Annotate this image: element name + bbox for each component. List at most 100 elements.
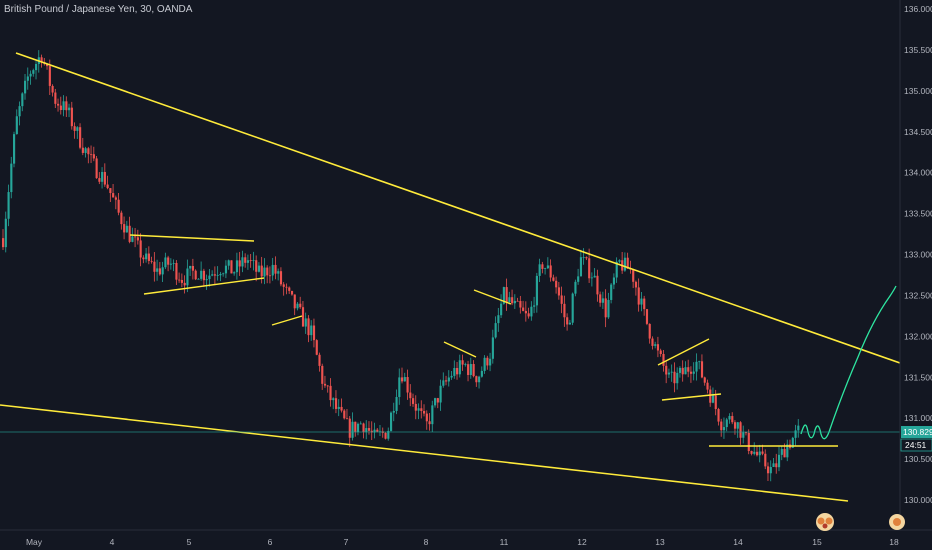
y-tick-label: 130.500 [904,454,932,464]
x-tick-label: 5 [187,537,192,547]
lower-trendline[interactable] [0,404,849,502]
upper-trendline[interactable] [15,52,901,364]
candle-body [585,257,588,259]
candle-body [687,367,690,372]
candle-body [742,432,745,438]
candle-body [139,240,142,258]
candle-body [178,279,181,281]
candle-body [365,428,368,433]
candle-body [13,134,16,164]
candle-body [81,147,84,153]
candle-body [469,364,472,375]
candle-body [268,275,272,277]
pattern-line[interactable] [443,341,477,358]
candle-body [125,225,128,233]
last-price-label: 130.829 [903,427,932,437]
chart-title: British Pound / Japanese Yen, 30, OANDA [4,4,193,15]
pattern-line[interactable] [473,289,512,305]
candle-body [62,101,65,111]
candle-body [563,303,566,318]
pattern-line[interactable] [271,315,303,326]
candle-body [623,257,627,271]
candle-body [161,267,164,275]
candle-body [10,163,13,193]
candle-body [728,416,731,420]
candle-body [777,454,781,468]
candle-body [246,260,250,263]
candle-body [494,323,497,338]
candle-body [544,268,547,270]
candle-body [389,412,393,431]
candle-body [571,293,574,323]
candle-body [717,409,720,422]
candle-body [202,270,206,281]
candle-body [164,257,167,268]
candle-body [153,261,156,272]
pattern-line[interactable] [143,277,265,295]
x-tick-label: 13 [655,537,665,547]
candle-body [681,367,684,375]
candle-body [354,421,357,433]
candle-body [238,260,241,267]
pattern-line[interactable] [657,338,710,366]
event-icon-2[interactable] [889,514,905,530]
y-tick-label: 135.500 [904,45,932,55]
candle-body [610,284,613,300]
candle-body [175,262,178,280]
candle-body [755,451,759,456]
candle-body [423,410,426,414]
candle-body [689,371,693,374]
candle-body [252,260,255,262]
x-tick-label: 12 [577,537,587,547]
pattern-line[interactable] [129,234,255,242]
candle-body [434,398,437,406]
candle-body [376,429,379,432]
candle-body [321,365,324,384]
candle-body [502,287,505,304]
candle-body [417,408,420,411]
candle-body [70,107,73,127]
candle-body [29,73,32,77]
candle-body [607,299,610,318]
candle-body [480,370,483,377]
candle-body [634,281,638,288]
candle-body [359,423,362,425]
candle-body [200,270,203,279]
event-icon[interactable] [816,513,834,531]
candle-body [667,372,671,375]
candle-body [128,225,131,242]
candle-body [318,354,321,366]
candle-body [753,451,756,454]
candle-body [260,265,263,277]
candle-body [431,405,434,425]
candle-body [87,148,90,155]
candle-body [279,271,283,285]
y-tick-label: 131.500 [904,372,932,382]
candle-body [24,80,27,94]
projection-path[interactable] [800,285,897,440]
candle-body [505,287,508,303]
candle-body [436,398,439,403]
candle-body [304,318,307,327]
candle-body [288,287,291,291]
candle-body [590,277,594,279]
candle-body [483,357,486,371]
candle-body [640,298,643,305]
pattern-line[interactable] [661,393,722,401]
candle-body [290,290,294,295]
candle-body [524,310,527,314]
candle-body [156,268,159,272]
candle-body [445,380,448,382]
candle-body [725,419,728,428]
candle-body [497,315,500,324]
candle-body [136,237,139,241]
candle-body [772,463,775,468]
candle-body [486,357,489,366]
candle-body [582,257,585,258]
candle-body [189,265,192,269]
candle-body [601,298,605,303]
y-tick-label: 132.500 [904,290,932,300]
candle-body [392,410,395,413]
x-tick-label: 6 [268,537,273,547]
